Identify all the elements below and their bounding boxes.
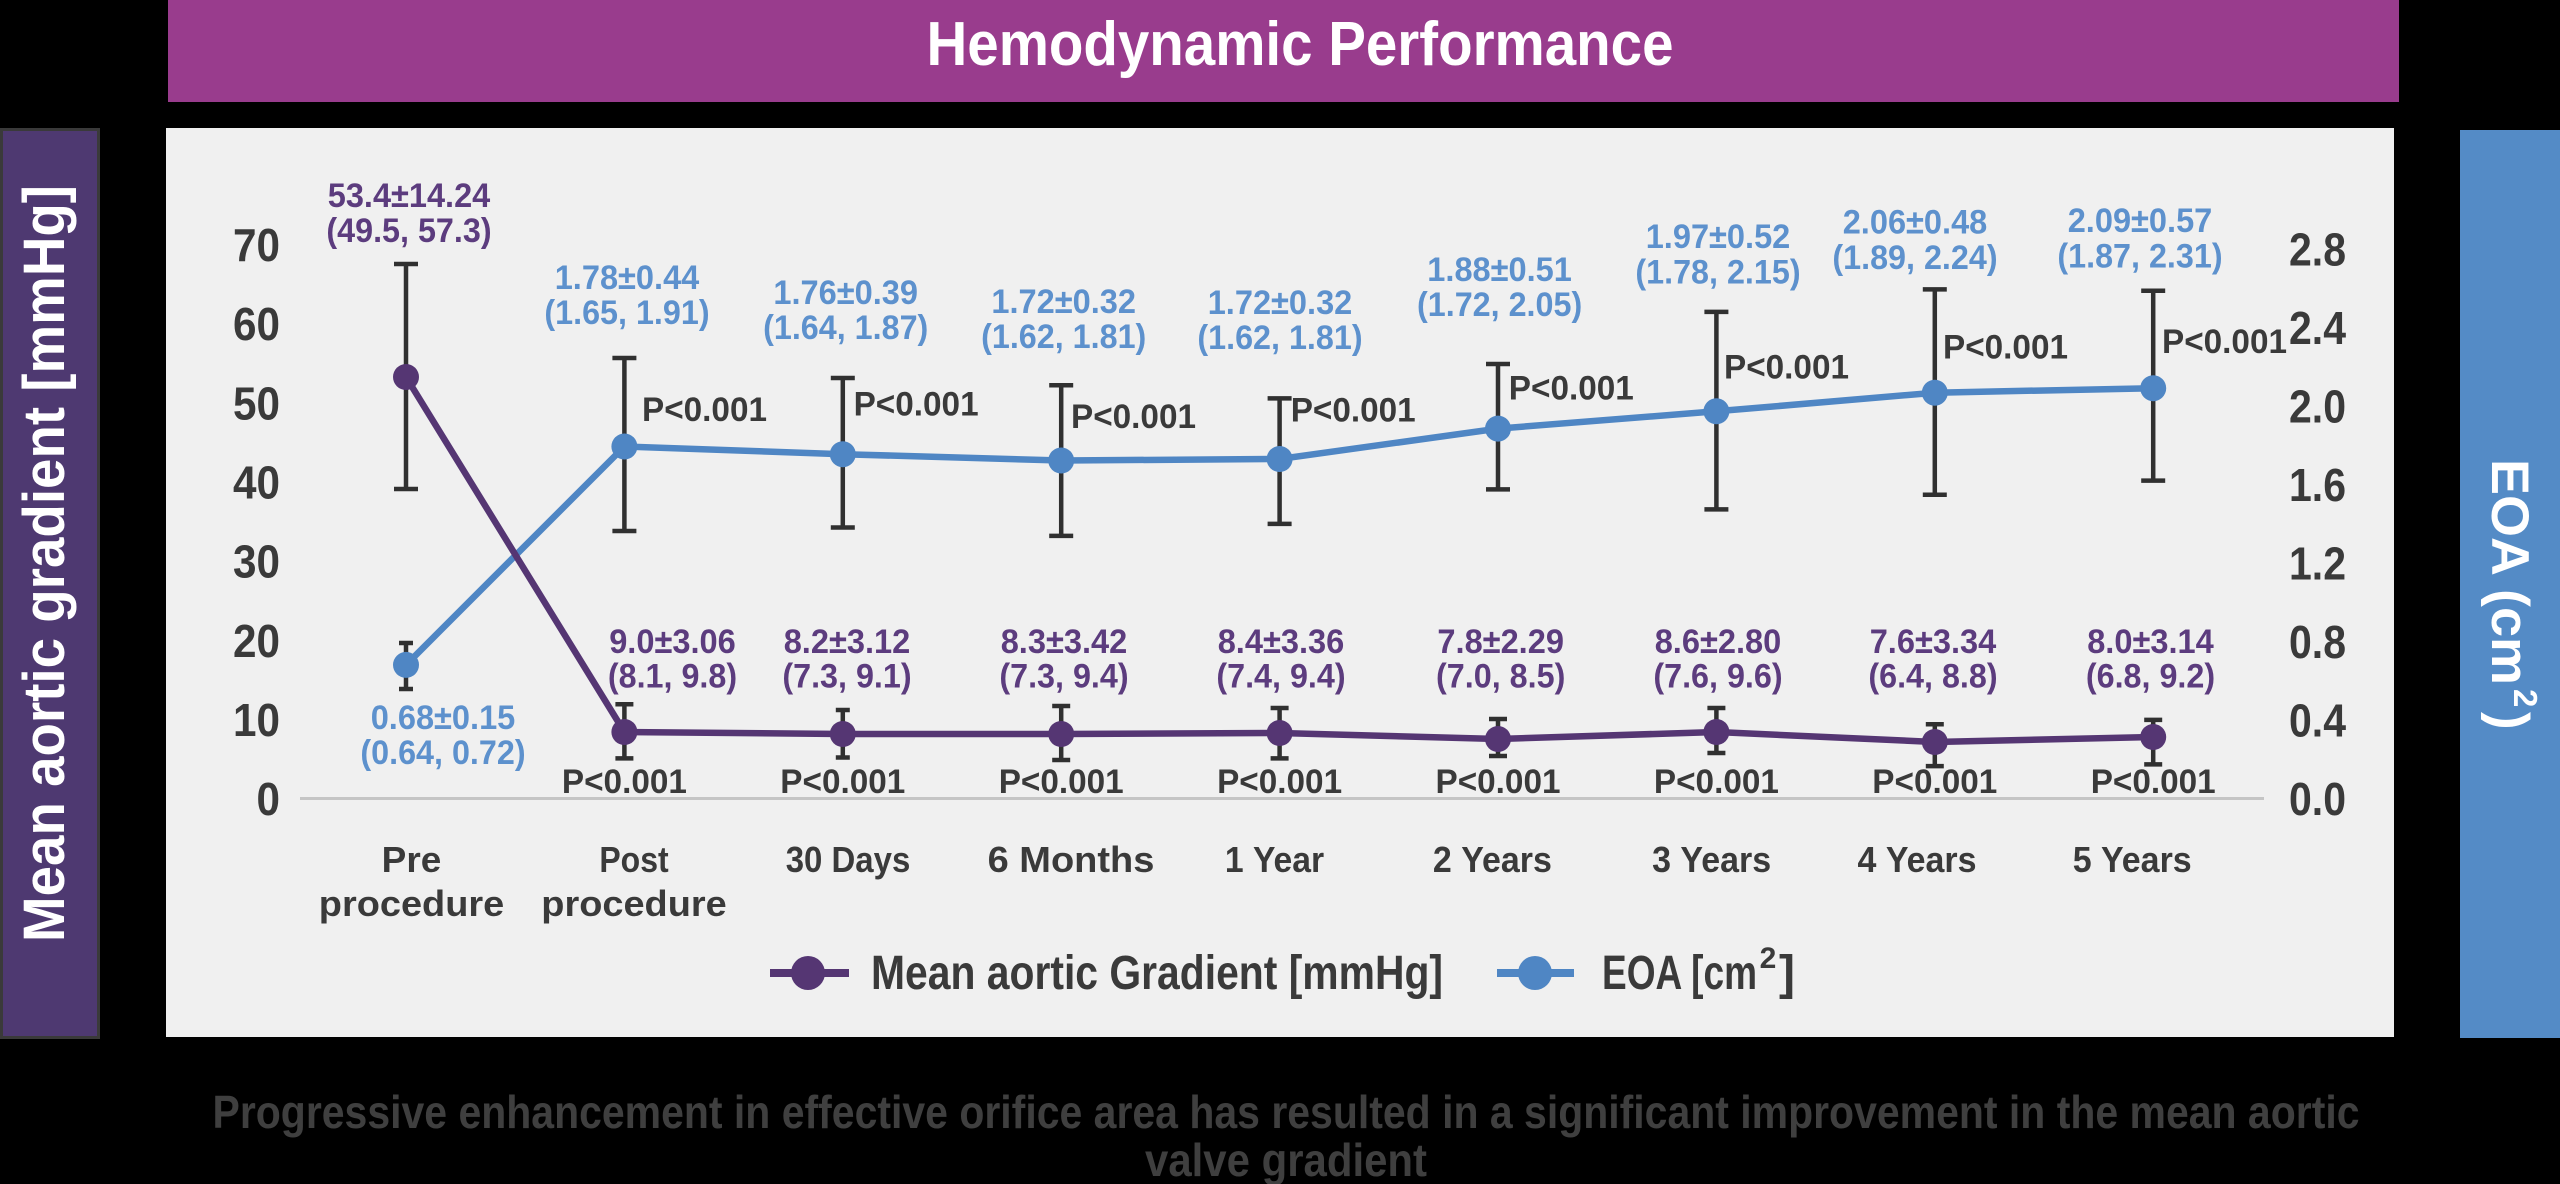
svg-text:(8.1, 9.8): (8.1, 9.8) [608,658,737,696]
svg-text:1.6: 1.6 [2289,459,2346,511]
svg-text:P<0.001: P<0.001 [999,763,1124,801]
svg-text:P<0.001: P<0.001 [2162,323,2287,361]
svg-text:20: 20 [233,615,280,667]
svg-text:0: 0 [257,773,281,825]
svg-text:valve gradient: valve gradient [1145,1134,1427,1184]
svg-text:0.68±0.15: 0.68±0.15 [371,699,516,737]
svg-text:): ) [2480,712,2539,730]
svg-text:(7.3, 9.1): (7.3, 9.1) [782,658,911,696]
svg-text:4 Years: 4 Years [1858,839,1977,880]
svg-text:10: 10 [233,694,280,746]
svg-text:2.4: 2.4 [2289,302,2346,354]
svg-text:0.8: 0.8 [2289,616,2346,668]
svg-text:2 Years: 2 Years [1433,839,1552,880]
svg-text:6 Months: 6 Months [988,839,1155,880]
svg-text:60: 60 [233,298,280,350]
svg-text:P<0.001: P<0.001 [1509,370,1634,408]
svg-text:P<0.001: P<0.001 [2091,763,2216,801]
svg-text:(7.0, 8.5): (7.0, 8.5) [1436,658,1565,696]
svg-text:1.78±0.44: 1.78±0.44 [555,259,700,297]
svg-text:(1.62, 1.81): (1.62, 1.81) [1197,319,1362,357]
svg-text:Mean aortic gradient [mmHg]: Mean aortic gradient [mmHg] [12,185,77,942]
svg-text:P<0.001: P<0.001 [780,763,905,801]
svg-text:1.76±0.39: 1.76±0.39 [773,274,918,312]
svg-text:(1.64, 1.87): (1.64, 1.87) [763,309,928,347]
svg-text:2.0: 2.0 [2289,381,2346,433]
svg-text:9.0±3.06: 9.0±3.06 [609,623,736,661]
svg-text:P<0.001: P<0.001 [1943,328,2068,366]
svg-text:1 Year: 1 Year [1225,839,1324,880]
svg-text:P<0.001: P<0.001 [854,386,979,424]
svg-text:P<0.001: P<0.001 [1436,763,1561,801]
svg-text:2.06±0.48: 2.06±0.48 [1843,204,1988,242]
svg-text:8.2±3.12: 8.2±3.12 [784,623,911,661]
svg-text:1.88±0.51: 1.88±0.51 [1427,251,1572,289]
svg-text:50: 50 [233,377,280,429]
svg-text:P<0.001: P<0.001 [1872,763,1997,801]
svg-text:Hemodynamic Performance: Hemodynamic Performance [927,10,1674,79]
svg-text:procedure: procedure [541,883,726,924]
svg-text:1.97±0.52: 1.97±0.52 [1646,218,1791,256]
svg-text:(7.6, 9.6): (7.6, 9.6) [1653,658,1782,696]
svg-text:0.0: 0.0 [2289,773,2346,825]
svg-text:1.72±0.32: 1.72±0.32 [991,283,1136,321]
svg-text:EOA [cm: EOA [cm [1602,947,1757,1000]
svg-text:(1.89, 2.24): (1.89, 2.24) [1832,239,1997,277]
svg-text:40: 40 [233,456,280,508]
svg-text:7.6±3.34: 7.6±3.34 [1870,623,1997,661]
svg-text:(7.3, 9.4): (7.3, 9.4) [999,658,1128,696]
svg-text:0.4: 0.4 [2289,695,2346,747]
svg-text:53.4±14.24: 53.4±14.24 [328,177,491,215]
svg-text:(0.64, 0.72): (0.64, 0.72) [360,734,525,772]
svg-text:(49.5, 57.3): (49.5, 57.3) [326,212,491,250]
svg-text:P<0.001: P<0.001 [1724,348,1849,386]
svg-text:30: 30 [233,536,280,588]
svg-text:Mean aortic Gradient [mmHg]: Mean aortic Gradient [mmHg] [871,947,1443,1000]
svg-text:P<0.001: P<0.001 [642,391,767,429]
svg-text:Progressive enhancement in eff: Progressive enhancement in effective ori… [213,1086,2360,1138]
svg-text:1.72±0.32: 1.72±0.32 [1208,284,1353,322]
svg-text:8.6±2.80: 8.6±2.80 [1655,623,1782,661]
svg-text:2.8: 2.8 [2289,223,2346,275]
svg-text:7.8±2.29: 7.8±2.29 [1437,623,1564,661]
svg-text:Post: Post [599,839,668,880]
svg-text:2: 2 [2507,689,2544,707]
svg-text:EOA (cm: EOA (cm [2480,459,2539,685]
svg-text:3 Years: 3 Years [1652,839,1771,880]
svg-text:(7.4, 9.4): (7.4, 9.4) [1216,658,1345,696]
svg-text:(6.8, 9.2): (6.8, 9.2) [2086,658,2215,696]
svg-text:(6.4, 8.8): (6.4, 8.8) [1868,658,1997,696]
svg-text:(1.62, 1.81): (1.62, 1.81) [981,318,1146,356]
svg-text:(1.65, 1.91): (1.65, 1.91) [544,294,709,332]
svg-text:2.09±0.57: 2.09±0.57 [2068,202,2213,240]
svg-text:8.3±3.42: 8.3±3.42 [1001,623,1128,661]
svg-text:5 Years: 5 Years [2073,839,2192,880]
svg-text:70: 70 [233,219,280,271]
svg-text:P<0.001: P<0.001 [1654,763,1779,801]
svg-text:2: 2 [1760,942,1777,975]
svg-text:1.2: 1.2 [2289,538,2346,590]
svg-text:(1.72, 2.05): (1.72, 2.05) [1417,286,1582,324]
svg-text:P<0.001: P<0.001 [1071,398,1196,436]
svg-text:30 Days: 30 Days [786,839,911,880]
svg-text:(1.78, 2.15): (1.78, 2.15) [1635,254,1800,292]
svg-text:]: ] [1779,947,1795,1000]
svg-text:P<0.001: P<0.001 [1217,763,1342,801]
svg-text:procedure: procedure [319,883,504,924]
svg-text:(1.87, 2.31): (1.87, 2.31) [2057,238,2222,276]
svg-text:8.0±3.14: 8.0±3.14 [2087,623,2214,661]
svg-text:P<0.001: P<0.001 [562,763,687,801]
svg-text:8.4±3.36: 8.4±3.36 [1218,623,1345,661]
svg-text:Pre: Pre [382,839,442,880]
svg-text:P<0.001: P<0.001 [1291,391,1416,429]
